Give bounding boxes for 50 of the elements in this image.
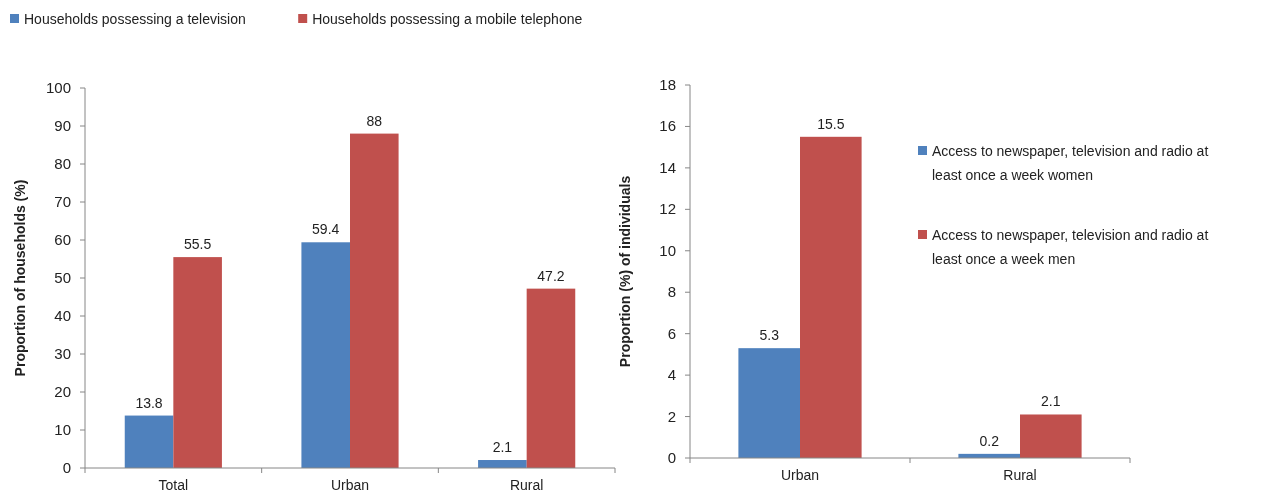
bar <box>526 288 576 468</box>
y-tick-label: 70 <box>54 193 71 210</box>
data-label: 59.4 <box>312 221 340 238</box>
y-tick-label: 90 <box>54 117 71 134</box>
y-tick-label: 2 <box>667 407 676 425</box>
legend-label: Households possessing a mobile telephone <box>312 11 583 27</box>
data-label: 2.1 <box>492 439 513 456</box>
y-tick-label: 16 <box>659 117 676 135</box>
y-tick-label: 30 <box>54 345 71 362</box>
bar <box>738 348 800 458</box>
data-label: 2.1 <box>1041 393 1061 410</box>
y-tick-label: 10 <box>659 241 676 259</box>
x-tick-label: Rural <box>1003 467 1037 483</box>
y-tick-label: 50 <box>54 269 71 286</box>
bar <box>301 242 350 468</box>
y-tick-label: 0 <box>667 449 676 466</box>
y-tick-label: 10 <box>54 421 71 438</box>
data-label: 55.5 <box>184 236 212 253</box>
y-axis-title: Proportion of households (%) <box>12 179 28 377</box>
x-tick-label: Rural <box>509 477 544 493</box>
y-tick-label: 20 <box>54 383 71 400</box>
y-tick-label: 100 <box>45 79 71 96</box>
y-tick-label: 14 <box>659 158 676 176</box>
y-tick-label: 0 <box>62 459 71 476</box>
y-tick-label: 12 <box>659 200 676 218</box>
data-label: 0.2 <box>979 432 1000 449</box>
data-label: 47.2 <box>537 267 565 284</box>
y-tick-label: 4 <box>667 366 676 384</box>
y-tick-label: 80 <box>54 155 71 172</box>
y-tick-label: 60 <box>54 231 71 248</box>
y-axis-title: Proportion (%) of individuals <box>617 175 633 368</box>
x-tick-label: Urban <box>780 467 820 483</box>
legend-label: Households possessing a television <box>24 11 246 27</box>
x-tick-label: Urban <box>330 477 370 493</box>
x-tick-label: Total <box>158 477 189 493</box>
y-tick-label: 6 <box>667 324 676 342</box>
bar <box>350 133 399 468</box>
bar <box>1020 414 1082 458</box>
y-tick-label: 8 <box>667 283 676 301</box>
bar <box>173 257 222 468</box>
y-tick-label: 40 <box>54 307 71 324</box>
data-label: 5.3 <box>759 327 780 344</box>
data-label: 13.8 <box>135 394 163 411</box>
bar <box>800 136 862 458</box>
bar <box>124 415 174 468</box>
y-tick-label: 18 <box>659 76 676 93</box>
data-label: 15.5 <box>817 115 845 132</box>
data-label: 88 <box>366 112 383 129</box>
legend-label: Access to newspaper, television and radio at least once a week women <box>932 143 1209 183</box>
legend-label: Access to newspaper, television and radio at least once a week men <box>932 227 1209 267</box>
